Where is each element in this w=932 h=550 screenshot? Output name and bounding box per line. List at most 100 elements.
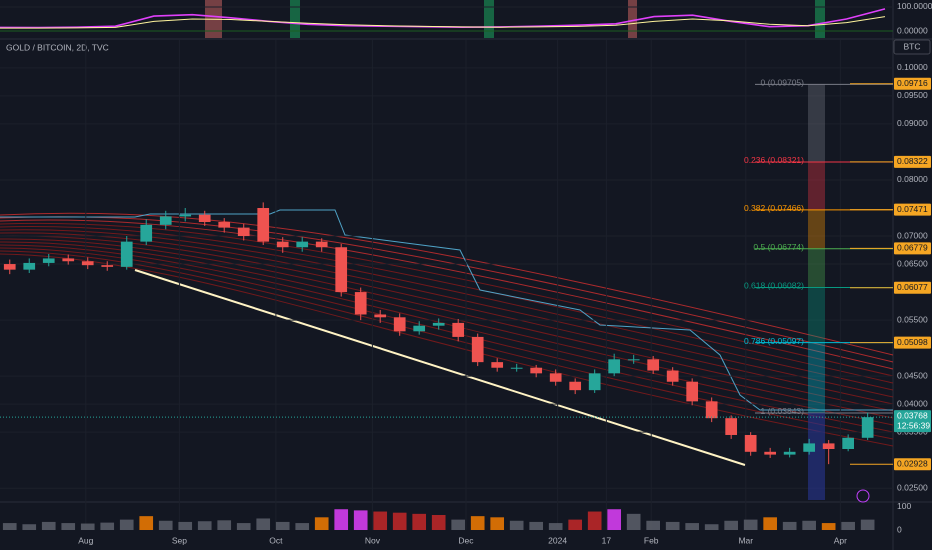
y-tick-label: 0.08000: [897, 174, 928, 184]
fib-zone: [808, 84, 825, 162]
volume-bar: [685, 523, 699, 530]
fib-zone: [808, 342, 825, 413]
indicator-line: [0, 16, 886, 29]
candle-body: [647, 359, 660, 371]
x-tick-label: Sep: [172, 535, 187, 545]
candle-body: [393, 317, 406, 332]
candle-body: [81, 261, 94, 266]
x-tick-label: 2024: [548, 535, 567, 545]
candle-body: [608, 359, 621, 374]
candle-body: [588, 373, 601, 391]
volume-bar: [860, 519, 875, 530]
volume-bar: [431, 515, 446, 530]
volume-bar: [41, 521, 56, 530]
candle-body: [140, 224, 153, 242]
candle-body: [744, 434, 757, 452]
candle-body: [783, 451, 796, 455]
fib-zone: [808, 209, 825, 249]
y-tick-label: 0.10000: [897, 62, 928, 72]
volume-bar: [568, 519, 583, 530]
fib-zone: [808, 287, 825, 343]
band: [628, 0, 637, 38]
volume-bar: [841, 521, 855, 530]
candle-body: [705, 401, 718, 419]
price-tag-label: 0.06779: [897, 243, 928, 253]
icon: [856, 489, 870, 503]
volume-bar: [587, 511, 602, 530]
x-tick-label: Mar: [738, 535, 753, 545]
y-tick-label: 0.02500: [897, 482, 928, 492]
candle-body: [374, 314, 387, 318]
candle-body: [627, 359, 640, 361]
volume-bar: [763, 517, 777, 530]
volume-bar: [353, 510, 368, 530]
chart-title: GOLD / BITCOIN, 2D, TVC: [6, 42, 109, 52]
candle-body: [491, 362, 504, 368]
indicator-tick-label: 100.00000: [897, 1, 932, 11]
volume-bar: [275, 521, 290, 530]
price-tag-label: 0.05098: [897, 337, 928, 347]
y-tick-label: 0.09000: [897, 118, 928, 128]
volume-bar: [490, 517, 505, 530]
volume-bar: [548, 523, 563, 530]
volume-bar: [392, 512, 407, 530]
x-tick-label: Aug: [78, 535, 93, 545]
y-tick-label: 0.04500: [897, 370, 928, 380]
fib-label: 0.786 (0.05097): [744, 336, 804, 346]
candle-body: [471, 336, 484, 363]
candle-body: [569, 381, 582, 391]
candle-body: [686, 381, 699, 402]
volume-bar: [412, 513, 427, 530]
candle-body: [42, 258, 55, 263]
volume-bar: [451, 519, 466, 530]
candle-body: [861, 417, 874, 438]
candle-body: [276, 241, 289, 248]
volume-bar: [802, 520, 816, 530]
volume-bar: [197, 521, 212, 530]
volume-tick-label: 100: [897, 501, 911, 511]
x-tick-label: 17: [602, 535, 612, 545]
x-tick-label: Feb: [644, 535, 659, 545]
currency: BTC: [904, 41, 921, 51]
last-price-label: 0.03768: [897, 410, 928, 420]
volume-bar: [22, 524, 37, 530]
candle-body: [549, 373, 562, 382]
x-tick-label: Nov: [365, 535, 381, 545]
volume-bar: [334, 509, 349, 530]
volume-bar: [236, 523, 251, 530]
volume-bar: [100, 522, 115, 530]
candle-body: [315, 241, 328, 248]
volume-bar: [626, 513, 641, 530]
volume-bar: [607, 509, 622, 530]
volume-bar: [61, 523, 76, 530]
candle-body: [257, 208, 270, 242]
x-tick-label: Apr: [834, 535, 847, 545]
fib-extension: [808, 412, 825, 500]
candle-body: [335, 247, 348, 293]
candle-body: [120, 241, 133, 267]
y-tick-label: 0.04000: [897, 398, 928, 408]
candle-body: [803, 443, 816, 452]
volume-bar: [704, 524, 719, 530]
candle-body: [510, 367, 523, 369]
volume-bar: [665, 521, 680, 530]
x-tick-label: Dec: [458, 535, 474, 545]
volume-bar: [646, 520, 661, 530]
candle-body: [218, 222, 231, 228]
fib-label: 1 (0.03843): [761, 406, 805, 416]
price-tag: [894, 155, 931, 168]
volume-bar: [295, 523, 310, 530]
volume-bar: [373, 511, 388, 530]
candle-body: [432, 322, 445, 326]
price-tag: [894, 281, 931, 294]
fib-zone: [808, 248, 825, 288]
candle-body: [413, 325, 426, 332]
price-tag-label: 0.06077: [897, 282, 928, 292]
currency-box: [893, 39, 931, 55]
band: [815, 0, 825, 38]
candle-body: [23, 262, 36, 270]
volume-bar: [782, 521, 797, 530]
candle-body: [666, 370, 679, 382]
volume-bar: [314, 517, 329, 530]
